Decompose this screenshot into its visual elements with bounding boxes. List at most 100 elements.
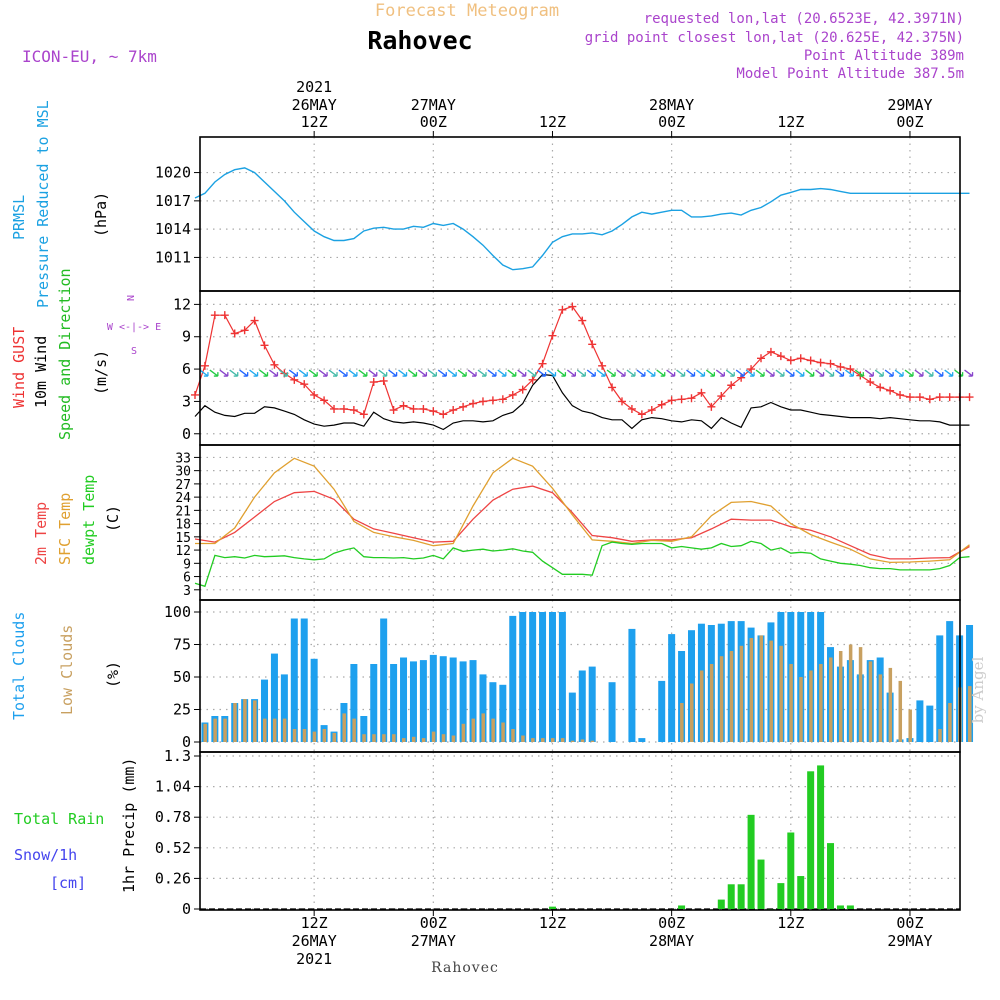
wind-direction-arrow — [576, 369, 586, 377]
wind-direction-arrow — [864, 369, 874, 377]
y-tick-label: 0.52 — [155, 839, 191, 857]
precip-bar — [737, 884, 745, 909]
low-clouds-bar — [332, 732, 337, 742]
wind-gust-marker — [816, 358, 825, 367]
bottom-axis-label: 29MAY — [887, 932, 932, 950]
low-clouds-bar — [799, 677, 803, 742]
bottom-axis-label: 12Z — [777, 914, 804, 932]
low-clouds-bar — [550, 738, 555, 742]
low-clouds-bar — [809, 670, 813, 742]
low-clouds-bar — [213, 718, 217, 742]
y-tick-label: 12 — [173, 295, 191, 313]
wind-gust-marker — [647, 406, 656, 415]
wind-gust-marker — [637, 410, 646, 419]
wind-gust-marker — [518, 385, 527, 394]
low-clouds-bar — [372, 734, 376, 742]
wind-direction-arrow — [964, 369, 974, 377]
wind-gust-marker — [677, 395, 686, 404]
wind-direction-arrow — [656, 369, 666, 377]
low-clouds-bar — [580, 739, 585, 742]
low-clouds-bar — [282, 718, 287, 742]
wind-gust-marker — [230, 329, 239, 338]
wind-gust-marker — [717, 392, 726, 401]
precip-bar — [678, 905, 686, 909]
wind-direction-arrow — [467, 369, 477, 377]
top-axis-label: 28MAY — [649, 96, 694, 114]
y-tick-label: 3 — [182, 392, 191, 410]
wind-gust-marker — [786, 356, 795, 365]
low-clouds-bar — [253, 700, 257, 742]
wind-direction-arrow — [517, 369, 527, 377]
wind-direction-arrow — [378, 369, 388, 377]
temp-unit: (C) — [104, 505, 122, 532]
y-tick-label: 30 — [175, 465, 191, 480]
precip-unit: 1hr Precip (mm) — [120, 758, 138, 893]
panel-precipitation: 0 0.26 0.52 0.78 1.04 1.3 — [155, 747, 960, 918]
wind-gust-marker — [389, 406, 398, 415]
wind-direction-arrow — [805, 369, 815, 377]
wind-direction-arrow — [686, 369, 696, 377]
total-clouds-bar — [578, 670, 586, 742]
wind-direction-arrow — [745, 369, 755, 377]
wind-direction-arrow — [348, 369, 358, 377]
point-altitude: Point Altitude 389m — [804, 48, 964, 64]
wind-direction-arrow — [775, 369, 785, 377]
wind-gust-marker — [757, 354, 766, 363]
y-tick-label: 1020 — [155, 164, 191, 182]
wind-gust-marker — [270, 360, 279, 369]
low-clouds-bar — [491, 718, 495, 742]
top-axis-label: 26MAY — [292, 96, 337, 114]
low-clouds-bar — [868, 661, 873, 742]
low-clouds-bar — [292, 729, 297, 742]
y-tick-label: 21 — [175, 504, 191, 519]
low-clouds-bar — [243, 699, 247, 742]
header-title: Forecast Meteogram — [375, 1, 559, 21]
wind-gust-marker — [667, 396, 676, 405]
wind-gust-marker — [469, 399, 478, 408]
panel-prmsl: 1011 1014 1017 1020 — [155, 137, 970, 291]
total-clouds-bar — [658, 680, 666, 742]
low-clouds-bar — [312, 731, 317, 742]
wind-direction-arrow — [844, 369, 855, 377]
y-tick-label: 25 — [173, 701, 191, 719]
total-clouds-bar — [926, 705, 934, 742]
wind-direction-arrow — [815, 369, 825, 377]
total-clouds-bar — [360, 716, 368, 742]
wind-gust-marker — [608, 383, 617, 392]
total-clouds-bar — [588, 666, 596, 742]
low-clouds-bar — [511, 729, 515, 742]
low-clouds-bar — [789, 664, 793, 742]
y-tick-label: 0 — [182, 900, 191, 918]
y-tick-label: 1017 — [155, 192, 191, 210]
wind-gust-label: Wind GUST — [10, 327, 28, 408]
low-clouds-bar — [272, 718, 277, 742]
low-clouds-bar — [382, 734, 386, 742]
clouds-unit: (%) — [104, 661, 122, 688]
panel-wind: 0 3 6 9 12 — [173, 291, 974, 445]
precip-bar — [757, 859, 765, 909]
wind-gust-marker — [627, 404, 636, 413]
precip-bar — [817, 765, 825, 909]
wind-gust-marker — [558, 305, 567, 314]
bottom-axis-label: 12Z — [301, 914, 328, 932]
wind-direction-arrow — [666, 369, 676, 377]
wind-gust-marker — [320, 396, 329, 405]
low-clouds-bar — [392, 734, 396, 742]
total-clouds-bar — [300, 618, 308, 742]
low-clouds-bar — [531, 738, 535, 742]
wind-direction-arrow — [338, 369, 348, 377]
wind-direction-arrow — [278, 369, 289, 377]
header-location: Rahovec — [367, 26, 472, 55]
y-tick-label: 0.78 — [155, 808, 191, 826]
wind-gust-marker — [776, 352, 785, 361]
low-clouds-bar — [968, 686, 972, 742]
wind-direction-arrow — [557, 369, 567, 377]
wind-direction-arrow — [934, 369, 944, 377]
wind-gust-marker — [250, 316, 259, 325]
low-clouds-bar — [848, 644, 853, 742]
wind-gust-marker — [687, 394, 696, 403]
y-tick-label: 75 — [173, 636, 191, 654]
wind-direction-arrow — [547, 369, 557, 377]
wind-gust-marker — [876, 383, 885, 392]
